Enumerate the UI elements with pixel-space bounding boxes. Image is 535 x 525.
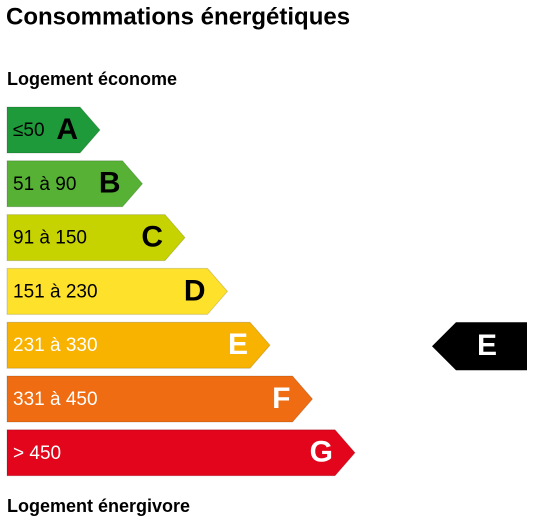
class-letter: D [184,274,206,307]
class-bar [6,214,186,262]
class-range: > 450 [13,443,61,464]
class-letter: B [99,167,121,200]
class-range: 331 à 450 [13,389,98,410]
top-label: Logement économe [7,69,177,89]
class-bar [6,321,271,369]
class-range: 51 à 90 [13,174,76,195]
bottom-label: Logement énergivore [7,496,190,516]
class-range: 231 à 330 [13,335,98,356]
class-bar [6,375,314,423]
class-range: 91 à 150 [13,228,87,249]
class-range: ≤50 [13,120,45,141]
class-letter: A [56,113,78,146]
class-letter: G [310,436,333,469]
class-bar [6,106,101,154]
class-range: 151 à 230 [13,281,98,302]
indicator-letter: E [477,329,497,362]
class-bar [6,267,229,315]
class-letter: F [272,382,290,415]
class-bar [6,429,356,477]
class-bar [6,160,144,208]
indicator-arrow [432,322,527,371]
class-letter: C [141,221,163,254]
title: Consommations énergétiques [6,3,350,30]
class-letter: E [228,328,248,361]
